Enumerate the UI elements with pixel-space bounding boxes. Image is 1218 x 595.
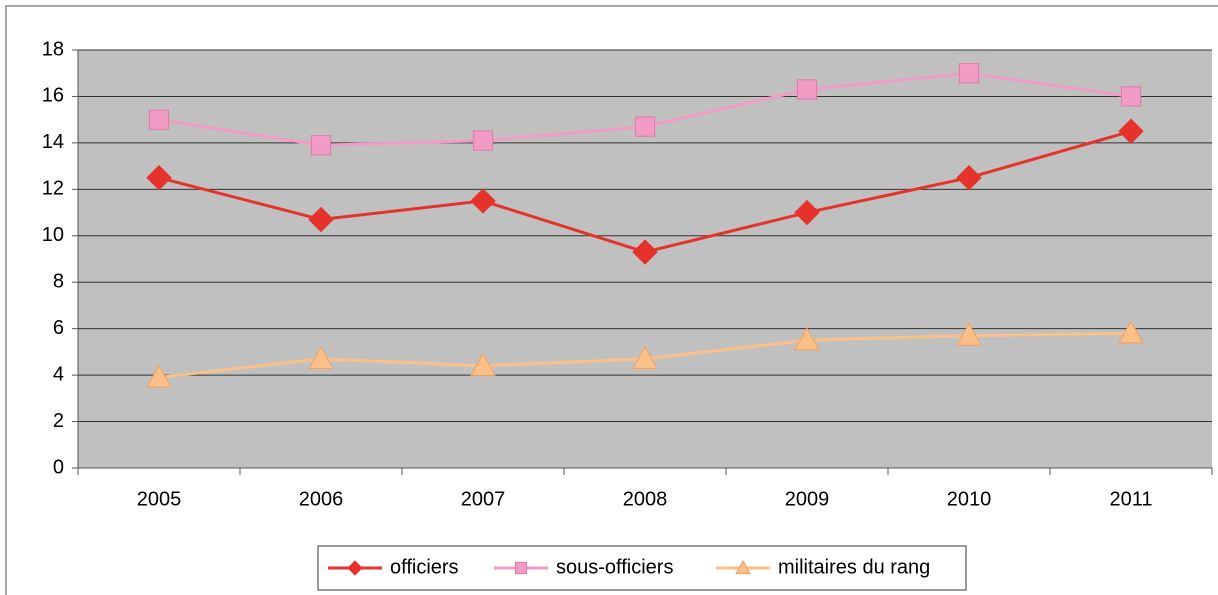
legend-marker xyxy=(347,560,363,576)
legend-marker xyxy=(514,561,528,575)
marker xyxy=(308,206,334,233)
marker xyxy=(796,79,818,100)
marker xyxy=(632,345,658,369)
legend: officiers sous-officiers militaires du ran… xyxy=(317,545,967,591)
marker xyxy=(1120,86,1142,107)
y-tick-label: 16 xyxy=(42,85,64,107)
marker xyxy=(794,199,820,226)
marker xyxy=(958,63,980,84)
legend-label: militaires du rang xyxy=(778,556,930,578)
marker xyxy=(634,116,656,137)
x-tick-label: 2011 xyxy=(1109,488,1152,510)
y-tick-label: 4 xyxy=(53,363,64,385)
marker xyxy=(1118,320,1144,344)
marker xyxy=(146,364,172,388)
y-tick-label: 2 xyxy=(53,410,64,432)
x-tick-label: 2006 xyxy=(299,488,344,510)
y-tick-label: 14 xyxy=(42,131,64,153)
marker xyxy=(956,322,982,346)
marker xyxy=(146,165,172,191)
marker xyxy=(470,188,496,214)
marker xyxy=(472,130,494,151)
x-tick-label: 2010 xyxy=(947,488,992,510)
marker xyxy=(632,239,658,265)
legend-marker xyxy=(735,559,751,575)
legend-label: officiers xyxy=(390,556,459,578)
legend-box xyxy=(317,545,967,591)
y-tick-label: 8 xyxy=(53,271,64,293)
y-tick-label: 18 xyxy=(42,38,64,60)
y-tick-label: 10 xyxy=(42,224,64,246)
x-tick-label: 2005 xyxy=(137,488,182,510)
marker xyxy=(470,352,496,376)
legend-label: sous-officiers xyxy=(556,556,673,578)
marker xyxy=(310,135,332,156)
x-tick-label: 2007 xyxy=(461,488,506,510)
y-tick-label: 0 xyxy=(53,456,64,478)
marker xyxy=(956,165,982,191)
marker xyxy=(148,109,170,130)
y-tick-label: 6 xyxy=(53,317,64,339)
marker xyxy=(794,327,820,351)
x-tick-label: 2008 xyxy=(623,488,668,510)
marker xyxy=(1118,118,1144,144)
x-tick-label: 2009 xyxy=(785,488,830,510)
y-tick-label: 12 xyxy=(42,178,64,200)
marker xyxy=(308,345,334,369)
